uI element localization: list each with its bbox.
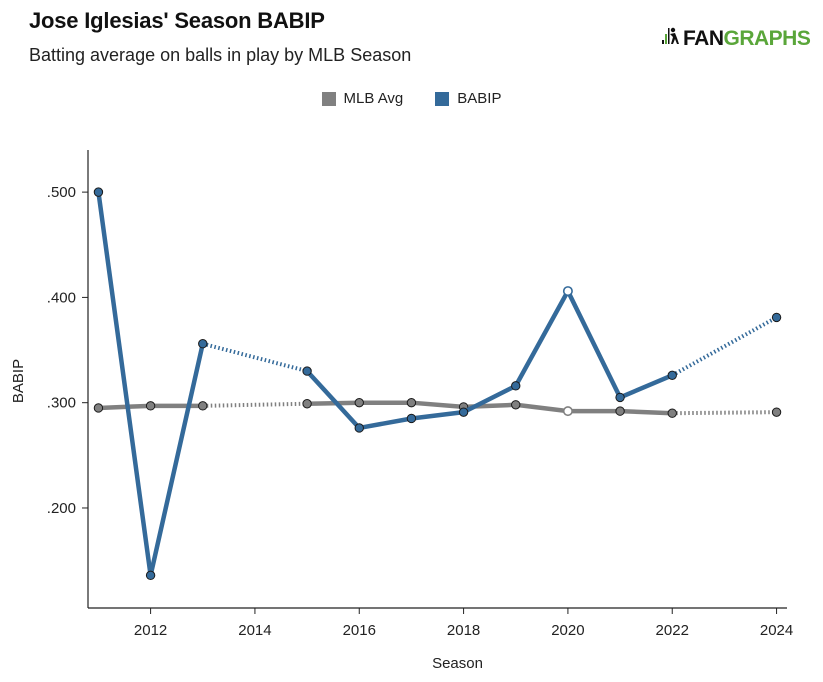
series-segment-mlb-avg	[202, 401, 308, 408]
x-tick-label: 2014	[238, 622, 271, 639]
series-segment-mlb-avg	[617, 408, 675, 416]
chart-subtitle: Batting average on balls in play by MLB …	[29, 45, 412, 65]
data-point-babip	[145, 570, 156, 581]
data-point-babip	[615, 392, 625, 403]
series-segment-babip	[513, 288, 571, 389]
legend-item-babip[interactable]: BABIP	[435, 90, 501, 107]
logo-text-fan: FAN	[683, 27, 724, 50]
series-segment-mlb-avg	[304, 400, 362, 406]
data-point-babip	[511, 381, 521, 391]
series-segment-mlb-avg	[672, 410, 777, 416]
data-point-mlb-avg	[511, 400, 521, 410]
data-point-mlb-avg	[562, 406, 573, 417]
series-segment-babip	[565, 288, 623, 400]
data-point-babip	[302, 366, 312, 376]
data-point-babip	[198, 339, 208, 349]
series-segment-babip	[671, 315, 778, 378]
x-tick-label: 2024	[760, 622, 793, 639]
data-point-babip	[562, 286, 573, 297]
y-tick-label: .400	[47, 289, 76, 306]
legend: MLB Avg BABIP	[0, 90, 823, 107]
data-point-mlb-avg	[354, 397, 364, 408]
data-point-babip	[458, 407, 469, 417]
series-segment-babip	[409, 409, 466, 421]
legend-label-mlb-avg: MLB Avg	[343, 90, 404, 107]
data-point-mlb-avg	[667, 408, 677, 418]
x-tick-label: 2012	[134, 622, 167, 639]
legend-label-babip: BABIP	[457, 90, 502, 107]
y-tick-label: .200	[47, 500, 76, 517]
y-tick-label: .300	[47, 395, 76, 412]
x-axis-title: Season	[432, 655, 483, 672]
fangraphs-logo[interactable]: FAN GRAPHS	[662, 26, 811, 52]
legend-swatch-babip	[435, 91, 450, 106]
data-point-babip	[354, 423, 364, 433]
series-segment-babip	[304, 368, 362, 431]
series-segment-mlb-avg	[409, 400, 466, 410]
series-segment-babip	[357, 416, 414, 431]
legend-swatch-mlb-avg	[321, 91, 336, 106]
data-point-babip	[667, 370, 677, 381]
series-segment-mlb-avg	[96, 403, 153, 411]
series-segment-babip	[461, 383, 518, 415]
data-point-babip	[406, 413, 417, 424]
y-axis-title: BABIP	[10, 359, 27, 403]
data-point-mlb-avg	[198, 401, 208, 411]
series-segment-babip	[202, 341, 308, 374]
series-segment-babip	[148, 341, 206, 578]
series-segment-babip	[617, 373, 675, 400]
fangraphs-logo-icon	[662, 26, 680, 52]
data-point-babip	[771, 312, 782, 323]
x-tick-label: 2020	[551, 622, 584, 639]
data-point-mlb-avg	[771, 407, 782, 417]
legend-item-mlb-avg[interactable]: MLB Avg	[321, 90, 404, 107]
data-point-mlb-avg	[93, 403, 104, 413]
data-point-mlb-avg	[615, 406, 625, 416]
series-segment-mlb-avg	[513, 402, 571, 414]
data-point-mlb-avg	[302, 399, 312, 409]
y-tick-label: .500	[47, 184, 76, 201]
data-point-babip	[93, 187, 104, 197]
data-point-mlb-avg	[145, 401, 156, 411]
logo-text-graphs: GRAPHS	[723, 27, 811, 50]
x-tick-label: 2016	[343, 622, 376, 639]
x-tick-label: 2022	[656, 622, 689, 639]
x-tick-label: 2018	[447, 622, 480, 639]
data-point-mlb-avg	[406, 397, 417, 408]
series-segment-babip	[96, 189, 153, 578]
chart-title: Jose Iglesias' Season BABIP	[29, 8, 325, 33]
